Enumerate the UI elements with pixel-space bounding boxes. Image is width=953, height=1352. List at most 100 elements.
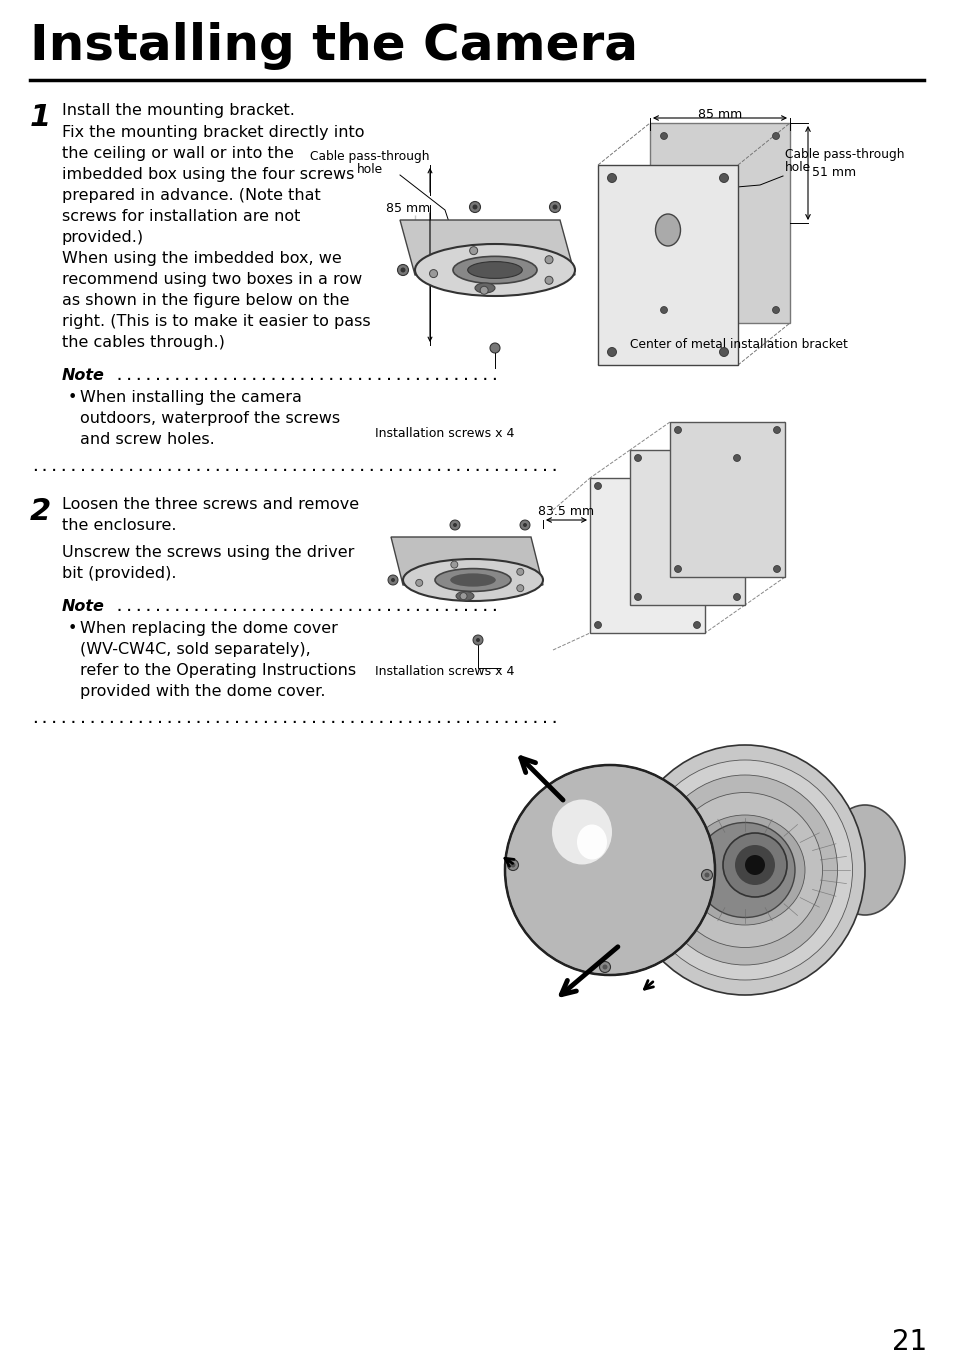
Circle shape [510,863,515,868]
Text: 85 mm: 85 mm [698,108,741,120]
Circle shape [473,635,482,645]
Circle shape [472,204,477,210]
Circle shape [700,869,712,880]
Ellipse shape [450,573,496,587]
Circle shape [674,565,680,572]
Circle shape [507,860,518,871]
Text: 85 mm: 85 mm [385,201,430,215]
Ellipse shape [415,243,575,296]
Circle shape [451,561,457,568]
Circle shape [552,204,557,210]
Ellipse shape [402,558,542,602]
Text: .......................................................: ........................................… [30,711,558,726]
Circle shape [659,132,667,139]
Text: right. (This is to make it easier to pass: right. (This is to make it easier to pas… [62,314,370,329]
Text: 2: 2 [30,498,51,526]
Circle shape [490,343,499,353]
Ellipse shape [475,283,495,293]
Ellipse shape [684,815,804,925]
Ellipse shape [655,214,679,246]
Text: refer to the Operating Instructions: refer to the Operating Instructions [80,662,355,677]
Text: hole: hole [784,161,810,174]
Circle shape [517,568,523,576]
Circle shape [703,872,709,877]
Text: provided with the dome cover.: provided with the dome cover. [80,684,325,699]
Circle shape [744,854,764,875]
Text: Installation screws x 4: Installation screws x 4 [375,665,514,677]
Circle shape [634,594,640,600]
Polygon shape [598,165,738,365]
Ellipse shape [652,775,837,965]
Text: Cable pass-through: Cable pass-through [310,150,429,164]
Circle shape [719,173,728,183]
Text: 51 mm: 51 mm [811,166,855,180]
Text: •: • [68,621,77,635]
Text: •: • [68,389,77,406]
Circle shape [719,347,728,357]
Text: bit (provided).: bit (provided). [62,566,176,581]
Circle shape [693,483,700,489]
Circle shape [388,575,397,585]
Circle shape [674,426,680,434]
Ellipse shape [504,765,714,975]
Circle shape [450,521,459,530]
Circle shape [519,521,530,530]
Text: Installing the Camera: Installing the Camera [30,22,638,70]
Circle shape [479,287,488,295]
Text: .......................................................: ........................................… [30,458,558,475]
Circle shape [544,256,553,264]
Circle shape [734,845,774,886]
Text: prepared in advance. (Note that: prepared in advance. (Note that [62,188,320,203]
Circle shape [453,523,456,527]
Circle shape [594,483,601,489]
Polygon shape [399,220,575,274]
Text: Unscrew the screws using the driver: Unscrew the screws using the driver [62,545,354,560]
Ellipse shape [456,592,474,600]
Circle shape [634,454,640,461]
Polygon shape [649,123,789,323]
Text: the cables through.): the cables through.) [62,335,225,350]
Circle shape [607,347,616,357]
Text: Install the mounting bracket.: Install the mounting bracket. [62,103,294,118]
Ellipse shape [637,760,852,980]
Ellipse shape [624,745,864,995]
Circle shape [722,833,786,896]
Text: as shown in the figure below on the: as shown in the figure below on the [62,293,349,308]
Text: the enclosure.: the enclosure. [62,518,176,533]
Polygon shape [629,450,744,604]
Text: When installing the camera: When installing the camera [80,389,301,406]
Text: (WV-CW4C, sold separately),: (WV-CW4C, sold separately), [80,642,311,657]
Text: hole: hole [356,164,383,176]
Circle shape [549,201,560,212]
Circle shape [773,426,780,434]
Circle shape [522,523,526,527]
Text: Fix the mounting bracket directly into: Fix the mounting bracket directly into [62,124,364,141]
Circle shape [517,584,523,592]
Text: Note: Note [62,368,105,383]
Circle shape [607,173,616,183]
Circle shape [598,961,610,972]
Text: When using the imbedded box, we: When using the imbedded box, we [62,251,341,266]
Text: 21: 21 [891,1328,926,1352]
Circle shape [594,622,601,629]
Polygon shape [589,479,704,633]
Text: ........................................: ........................................ [105,599,499,614]
Text: Note: Note [62,599,105,614]
Circle shape [416,580,422,587]
Text: Center of metal installation bracket: Center of metal installation bracket [629,338,847,352]
Ellipse shape [552,799,612,864]
Text: imbedded box using the four screws: imbedded box using the four screws [62,168,354,183]
Circle shape [602,964,607,969]
Circle shape [693,622,700,629]
Circle shape [391,579,395,581]
Circle shape [733,594,740,600]
Circle shape [733,454,740,461]
Text: screws for installation are not: screws for installation are not [62,210,300,224]
Text: and screw holes.: and screw holes. [80,433,214,448]
Ellipse shape [824,804,904,915]
Ellipse shape [453,257,537,284]
Text: Loosen the three screws and remove: Loosen the three screws and remove [62,498,358,512]
Circle shape [772,132,779,139]
Ellipse shape [667,792,821,948]
Text: Cable pass-through: Cable pass-through [784,147,903,161]
